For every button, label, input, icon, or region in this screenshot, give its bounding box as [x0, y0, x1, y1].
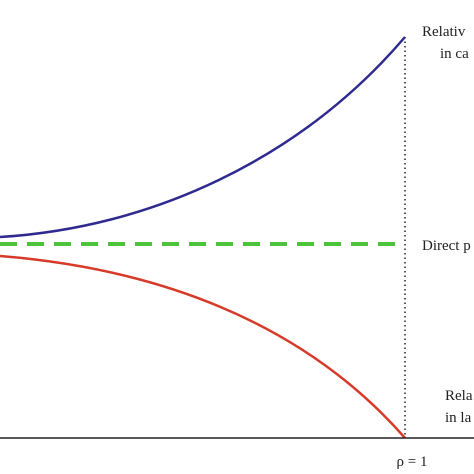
upper-curve: [0, 36, 406, 239]
lower-label: Rela: [445, 388, 473, 404]
lower-curve: [0, 254, 406, 439]
lower-label: in la: [445, 410, 472, 426]
x-marker-label: ρ = 1: [397, 454, 428, 470]
upper-label: Relativ: [422, 24, 466, 40]
middle-label: Direct p: [422, 238, 471, 254]
upper-label: in ca: [440, 46, 469, 62]
